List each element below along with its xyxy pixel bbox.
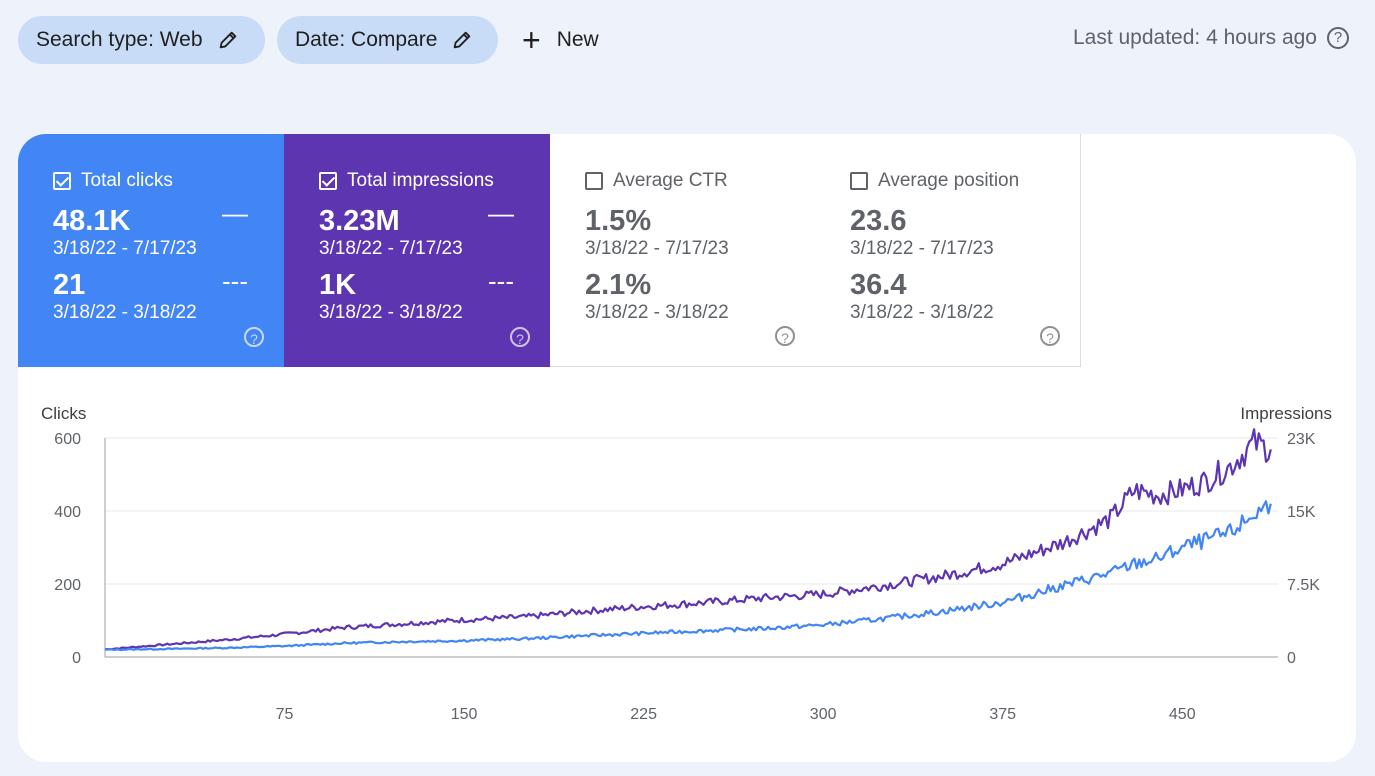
left-axis-label: Clicks [41,404,86,423]
help-icon[interactable]: ? [510,327,530,347]
metric-compare-range: 3/18/22 - 3/18/22 [319,302,463,323]
metric-tile-average-position[interactable]: Average position 23.6 3/18/22 - 7/17/23 … [815,134,1081,367]
metric-value: 3.23M [319,205,400,237]
right-tick-label: 0 [1287,650,1296,667]
checkbox-unchecked-icon[interactable] [850,172,868,190]
x-tick-label: 75 [276,706,294,723]
metric-compare-value: 21 [53,269,86,301]
date-filter-label: Date: Compare [295,28,438,51]
metric-range: 3/18/22 - 7/17/23 [53,238,197,259]
metric-value: 23.6 [850,205,907,237]
metric-tile-average-ctr[interactable]: Average CTR 1.5% 3/18/22 - 7/17/23 2.1% … [550,134,816,367]
help-icon[interactable]: ? [1040,326,1060,346]
x-tick-label: 150 [451,706,478,723]
right-tick-label: 7.5K [1287,577,1320,594]
last-updated: Last updated: 4 hours ago ? [1073,26,1349,50]
solid-line-legend-icon: — [222,198,248,228]
edit-pencil-icon [219,31,236,49]
help-icon[interactable]: ? [775,326,795,346]
new-filter-button[interactable]: + New [522,16,599,64]
right-tick-label: 23K [1287,431,1316,448]
x-tick-label: 450 [1169,706,1196,723]
right-tick-label: 15K [1287,504,1316,521]
left-tick-label: 600 [54,431,81,448]
metric-tile-total-clicks[interactable]: Total clicks — 48.1K 3/18/22 - 7/17/23 -… [18,134,284,367]
metric-label: Average position [878,170,1020,191]
x-tick-label: 300 [810,706,837,723]
metric-range: 3/18/22 - 7/17/23 [319,238,463,259]
metric-label: Average CTR [613,170,728,191]
metric-compare-value: 2.1% [585,269,652,301]
dashed-line-legend-icon: --- [488,266,514,296]
metric-range: 3/18/22 - 7/17/23 [585,238,729,259]
x-tick-label: 375 [989,706,1016,723]
checkbox-unchecked-icon[interactable] [585,172,603,190]
metric-compare-range: 3/18/22 - 3/18/22 [850,302,994,323]
checkbox-checked-icon[interactable] [319,172,337,190]
metric-label: Total clicks [81,170,173,191]
plus-icon: + [522,22,541,58]
metric-compare-value: 36.4 [850,269,907,301]
left-tick-label: 400 [54,504,81,521]
right-axis-label: Impressions [1240,404,1332,423]
metric-compare-range: 3/18/22 - 3/18/22 [53,302,197,323]
metric-compare-range: 3/18/22 - 3/18/22 [585,302,729,323]
metric-range: 3/18/22 - 7/17/23 [850,238,994,259]
solid-line-legend-icon: — [488,198,514,228]
search-type-filter-chip[interactable]: Search type: Web [18,16,265,64]
help-icon[interactable]: ? [244,327,264,347]
metric-label: Total impressions [347,170,494,191]
left-tick-label: 200 [54,577,81,594]
help-icon[interactable]: ? [1327,27,1349,49]
checkbox-checked-icon[interactable] [53,172,71,190]
edit-pencil-icon [454,31,471,49]
left-tick-label: 0 [72,650,81,667]
dashed-line-legend-icon: --- [222,266,248,296]
last-updated-text: Last updated: 4 hours ago [1072,26,1317,49]
x-tick-label: 225 [630,706,657,723]
series-line-impressions [104,428,1272,651]
performance-card: Total clicks — 48.1K 3/18/22 - 7/17/23 -… [18,134,1356,762]
metric-value: 48.1K [53,205,131,237]
search-type-label: Search type: Web [36,28,203,51]
metric-value: 1.5% [585,205,652,237]
series-line-clicks [104,500,1272,652]
new-filter-label: New [556,28,599,51]
date-filter-chip[interactable]: Date: Compare [277,16,498,64]
metric-compare-value: 1K [319,269,357,301]
performance-chart: Clicks Impressions 0 200 400 600 0 7.5K 15K 23… [41,404,1332,723]
metric-tile-total-impressions[interactable]: Total impressions — 3.23M 3/18/22 - 7/17… [284,134,550,367]
